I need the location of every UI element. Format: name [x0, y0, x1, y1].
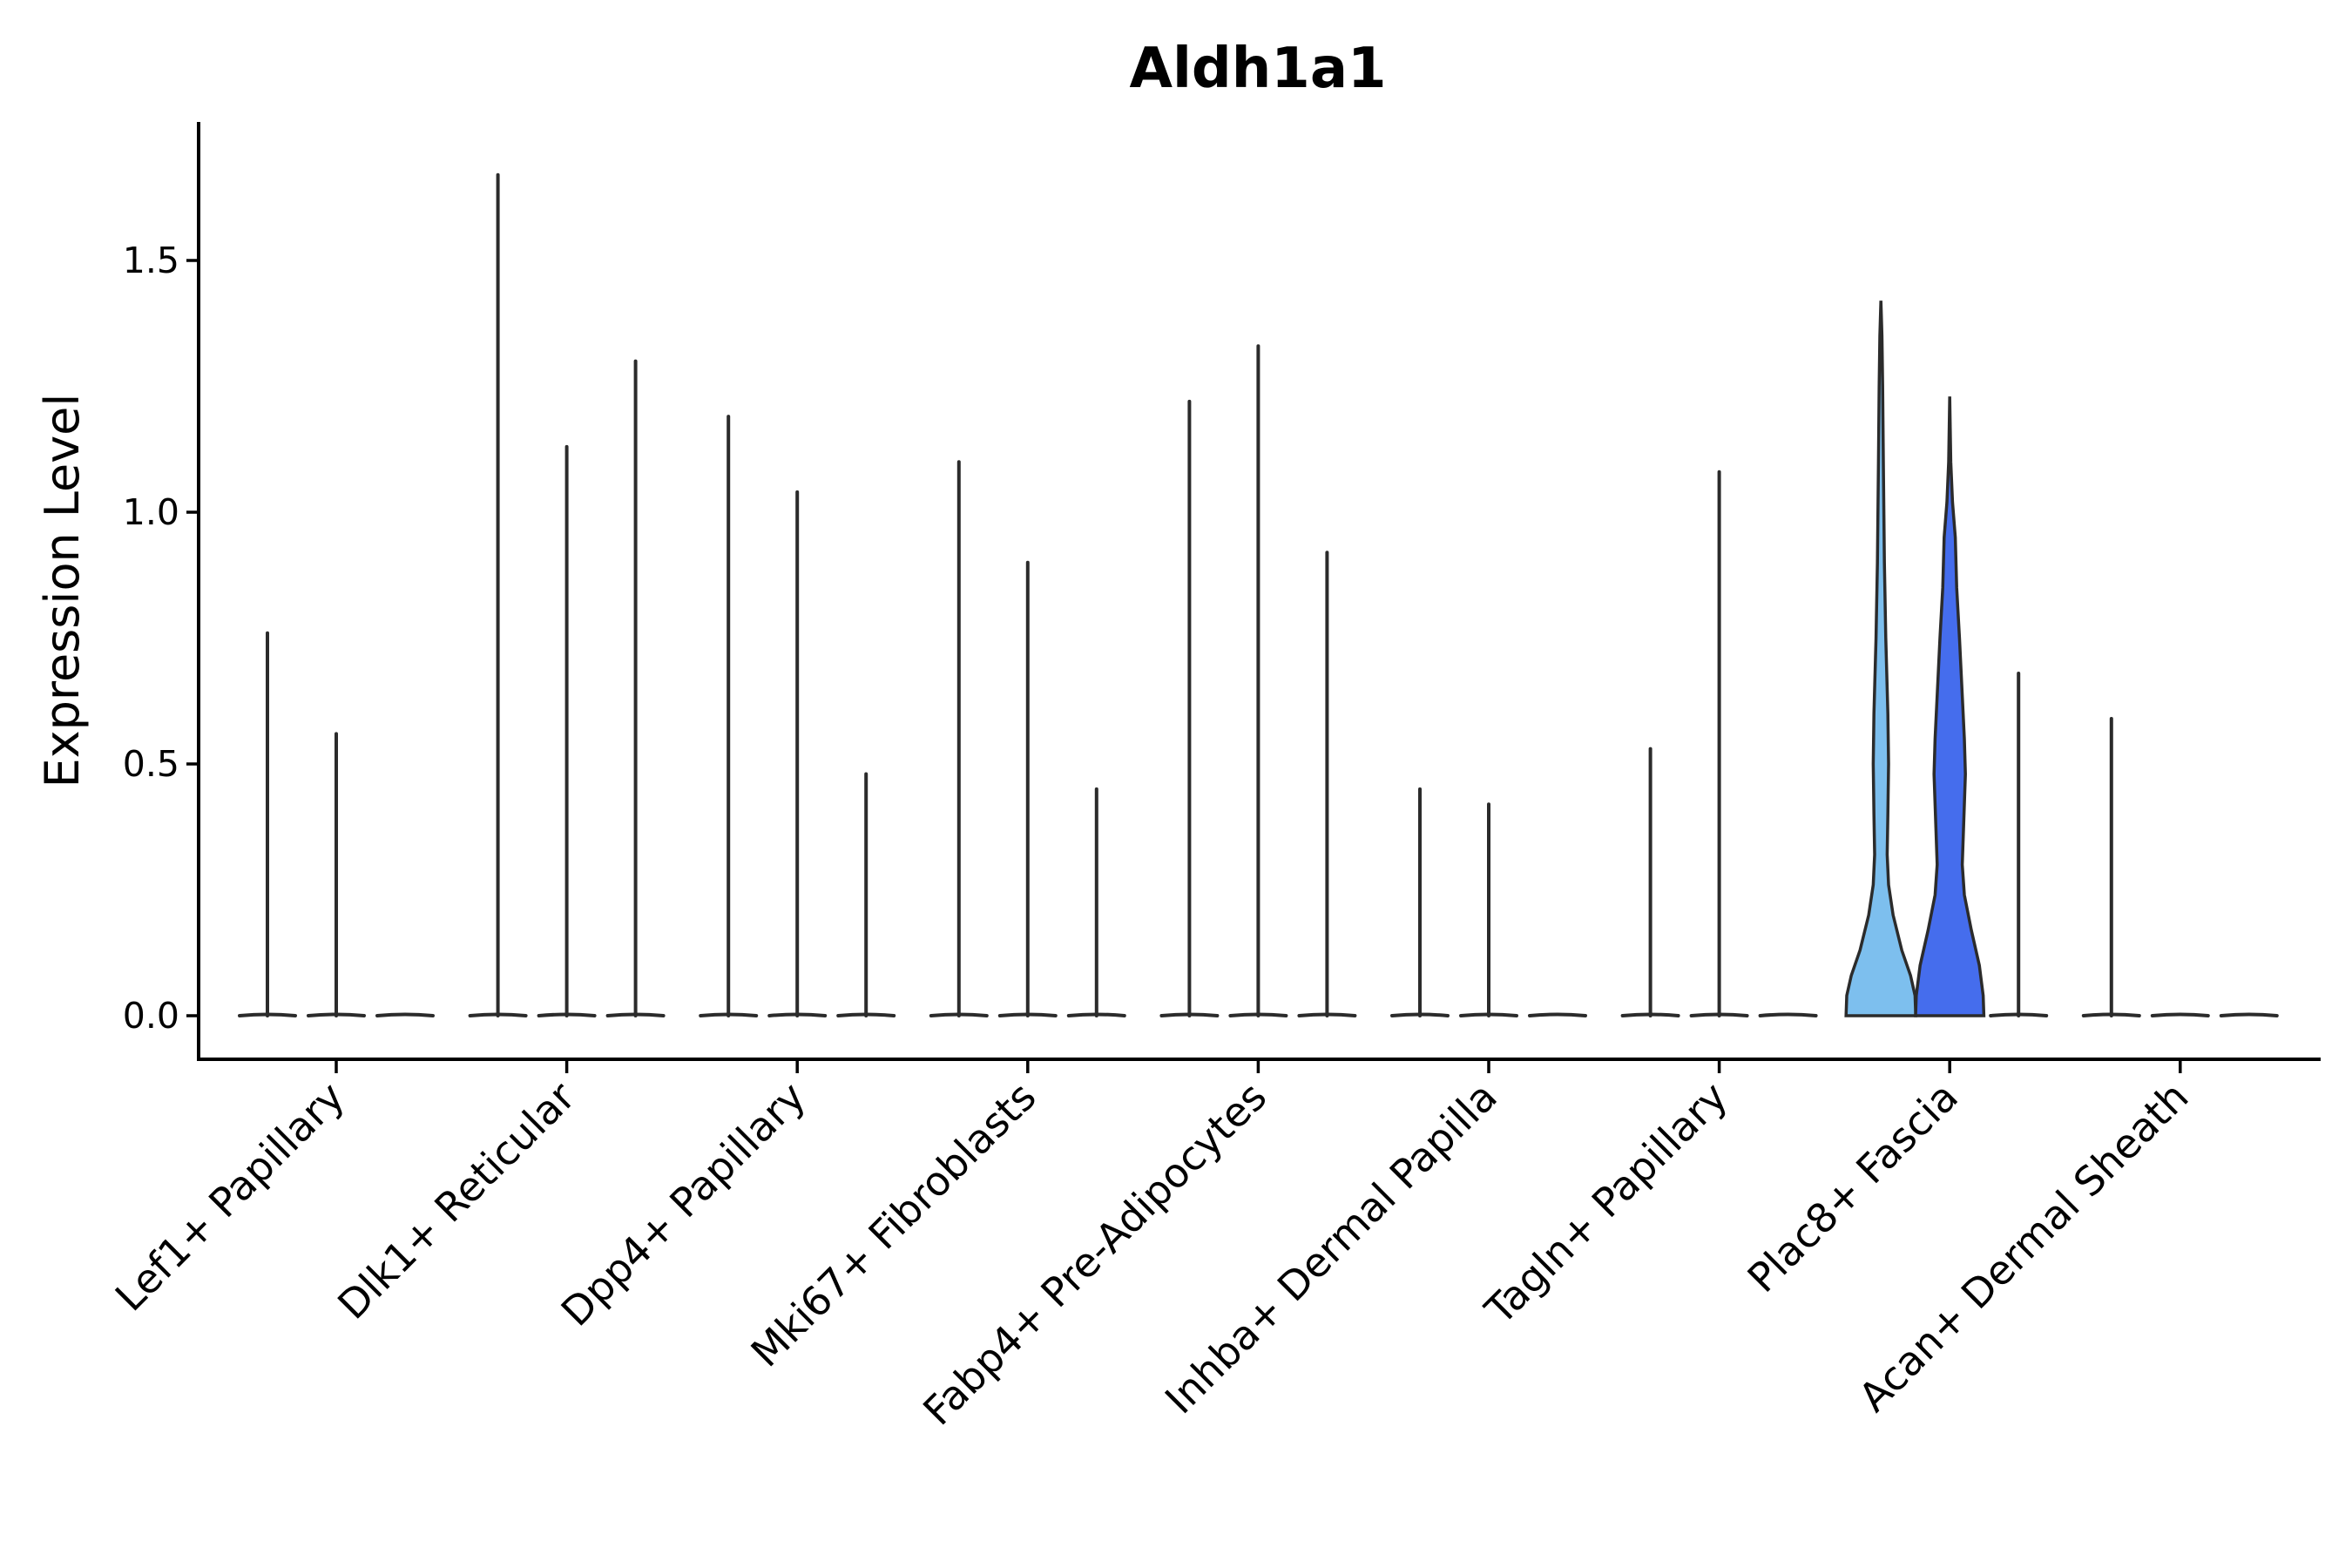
y-tick-label: 1.0 — [123, 491, 179, 533]
violin-group — [238, 172, 2279, 1017]
violin-baseline — [375, 1012, 435, 1017]
x-tick-label: Dpp4+ Papillary — [552, 1073, 814, 1335]
y-tick-label: 0.0 — [123, 995, 179, 1037]
x-tick-label: Plac8+ Fascia — [1739, 1073, 1967, 1301]
violin-body — [1914, 396, 1986, 1017]
y-axis-label: Expression Level — [35, 394, 90, 788]
x-tick-label: Lef1+ Papillary — [106, 1073, 354, 1321]
violin-baseline — [2219, 1012, 2279, 1017]
x-tick-label: Tagln+ Papillary — [1476, 1073, 1737, 1335]
y-axis-ticks: 0.0 0.5 1.0 1.5 — [123, 240, 199, 1037]
violin-baseline — [2150, 1012, 2210, 1017]
y-tick-label: 1.5 — [123, 240, 179, 281]
violin-baseline — [1758, 1012, 1818, 1017]
violin-baseline — [1528, 1012, 1587, 1017]
x-tick-label: Dlk1+ Reticular — [328, 1073, 584, 1328]
violin-body — [1844, 301, 1918, 1017]
y-tick-label: 0.5 — [123, 743, 179, 785]
chart-title: Aldh1a1 — [1129, 37, 1386, 101]
